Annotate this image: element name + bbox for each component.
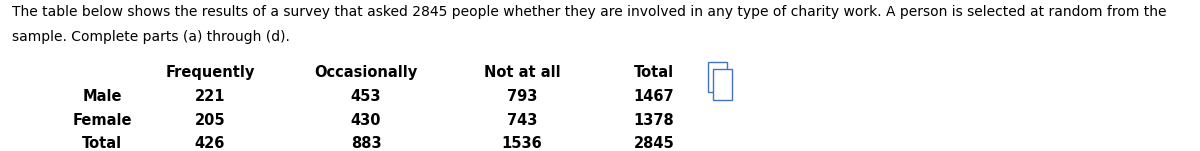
Text: Male: Male xyxy=(83,89,121,104)
Text: 2845: 2845 xyxy=(634,136,674,151)
Text: 743: 743 xyxy=(506,113,538,128)
Text: 426: 426 xyxy=(194,136,226,151)
Text: 1467: 1467 xyxy=(634,89,674,104)
Text: Total: Total xyxy=(634,65,674,80)
Text: The table below shows the results of a survey that asked 2845 people whether the: The table below shows the results of a s… xyxy=(12,5,1166,19)
Text: 221: 221 xyxy=(194,89,226,104)
Text: Female: Female xyxy=(72,113,132,128)
Text: 453: 453 xyxy=(350,89,382,104)
Text: Occasionally: Occasionally xyxy=(314,65,418,80)
Text: 883: 883 xyxy=(350,136,382,151)
Text: 430: 430 xyxy=(350,113,382,128)
Text: 1536: 1536 xyxy=(502,136,542,151)
Text: Frequently: Frequently xyxy=(166,65,254,80)
Text: 793: 793 xyxy=(506,89,538,104)
Text: 205: 205 xyxy=(194,113,226,128)
Text: sample. Complete parts (a) through (d).: sample. Complete parts (a) through (d). xyxy=(12,30,290,44)
Text: Total: Total xyxy=(82,136,122,151)
Text: 1378: 1378 xyxy=(634,113,674,128)
Text: Not at all: Not at all xyxy=(484,65,560,80)
